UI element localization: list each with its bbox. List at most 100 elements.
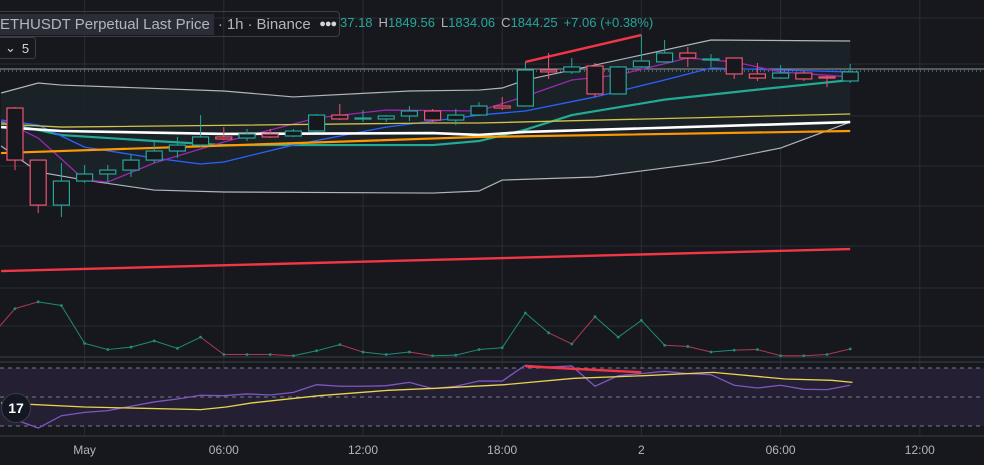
close-value: 1844.25: [510, 15, 558, 30]
ema-teal-line: [0, 78, 851, 147]
candle-down: [679, 52, 697, 59]
candle-up: [354, 117, 372, 120]
oscillator-point: [779, 354, 782, 358]
oscillator-point: [129, 345, 133, 349]
oscillator-segment: [734, 349, 758, 351]
ma-yellow-line: [1, 113, 851, 128]
oscillator-point: [83, 341, 86, 345]
tradingview-logo[interactable]: 17: [1, 393, 31, 423]
rsi-ma-line: [1, 371, 853, 411]
oscillator-point: [663, 343, 666, 347]
oscillator-segment: [525, 312, 549, 334]
candle-down: [818, 76, 836, 79]
candle-down: [261, 133, 279, 138]
oscillator-point: [756, 348, 759, 351]
oscillator-point: [152, 339, 156, 343]
oscillator-point: [315, 349, 318, 353]
exchange-label: Binance: [256, 15, 311, 33]
oscillator-point: [60, 304, 63, 307]
candle-down: [6, 107, 24, 161]
indicators-toggle-button[interactable]: ⌄ 5: [0, 37, 37, 59]
oscillator-point: [106, 348, 110, 351]
change-value: +7.06 (+0.38%): [563, 15, 654, 30]
candle-up: [841, 71, 859, 82]
candle-up: [192, 136, 210, 146]
candle-down: [539, 69, 558, 73]
oscillator-point: [848, 347, 852, 351]
oscillator-point: [640, 319, 643, 322]
candle-down: [586, 65, 604, 95]
oscillator-point: [524, 311, 527, 315]
oscillator-point: [547, 331, 550, 335]
oscillator-point: [802, 354, 806, 358]
time-axis-label: 06:00: [765, 443, 796, 457]
candle-down: [331, 114, 349, 120]
candle-up: [771, 72, 790, 79]
candle-up: [99, 169, 117, 175]
oscillator-segment: [432, 354, 456, 357]
oscillator-point: [13, 307, 17, 311]
candle-up: [447, 114, 465, 121]
divergence-line-line: [525, 33, 642, 64]
time-axis-label: May: [73, 443, 96, 457]
oscillator-point: [245, 353, 249, 356]
bb-upper-line: [0, 39, 851, 98]
close-label: C: [501, 15, 511, 30]
oscillator-segment: [478, 347, 503, 351]
oscillator-segment: [594, 316, 619, 338]
oscillator-point: [500, 346, 504, 350]
oscillator-segment: [710, 349, 735, 353]
indicator-count: 5: [21, 40, 30, 56]
oscillator-segment: [130, 340, 155, 348]
oscillator-segment: [571, 316, 596, 345]
candle-up: [470, 105, 488, 116]
time-axis-label: 2: [638, 443, 645, 457]
candle-up: [655, 52, 674, 63]
oscillator-point: [292, 354, 295, 358]
oscillator-point: [176, 346, 179, 350]
oscillator-segment: [803, 354, 828, 357]
rsi-divergence-line: [525, 365, 642, 374]
oscillator-point: [199, 335, 203, 339]
candle-up: [238, 133, 256, 139]
high-label: H: [378, 15, 388, 30]
candle-up: [516, 69, 535, 107]
oscillator-point: [593, 315, 597, 319]
time-axis-label: 06:00: [208, 443, 239, 457]
interval-label[interactable]: 1h: [226, 15, 244, 33]
ma-blue-line: [0, 67, 851, 165]
oscillator-segment: [548, 332, 573, 345]
oscillator-point: [825, 353, 829, 356]
oscillator-point: [709, 350, 713, 354]
low-value: 1834.06: [448, 15, 496, 30]
symbol-title[interactable]: ETHUSDT Perpetual Last Price: [0, 13, 214, 35]
time-axis-label: 12:00: [904, 443, 935, 457]
oscillator-segment: [84, 342, 108, 351]
low-label: L: [440, 15, 449, 30]
oscillator-point: [36, 300, 40, 304]
candle-up: [609, 66, 627, 95]
ellipsis-icon[interactable]: ●●●: [319, 18, 337, 30]
oscillator-segment: [339, 344, 364, 353]
oscillator-point: [477, 348, 481, 351]
oscillator-segment: [687, 345, 712, 353]
time-axis-label: 12:00: [347, 443, 379, 457]
oscillator-point: [570, 342, 574, 346]
symbol-legend[interactable]: ETHUSDT Perpetual Last Price · 1h · Bina…: [0, 11, 340, 37]
oscillator-segment: [664, 344, 688, 347]
oscillator-segment: [826, 348, 851, 356]
legend-separator: ·: [247, 15, 253, 33]
candle-up: [308, 114, 326, 132]
oscillator-segment: [177, 336, 201, 349]
legend-separator: ·: [217, 15, 223, 33]
oscillator-segment: [455, 349, 480, 356]
candle-up: [284, 130, 302, 137]
candle-down: [748, 73, 767, 79]
oscillator-segment: [0, 308, 16, 327]
oscillator-segment: [107, 346, 132, 351]
oscillator-segment: [617, 320, 642, 338]
oscillator-segment: [362, 351, 387, 356]
oscillator-point: [686, 345, 690, 348]
chevron-down-icon: ⌄: [5, 40, 16, 55]
